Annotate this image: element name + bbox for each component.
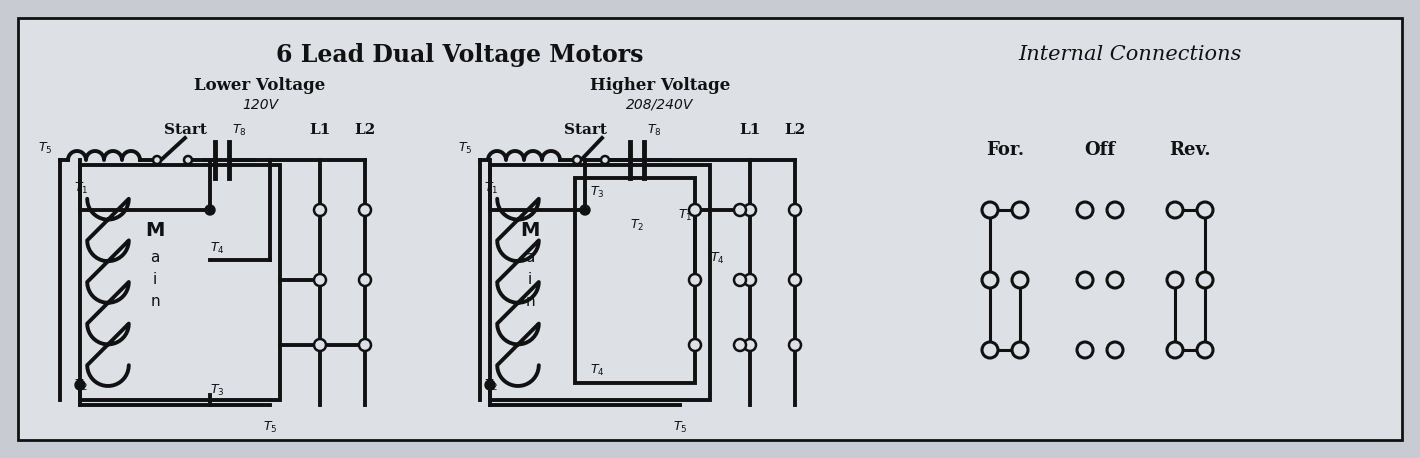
Circle shape <box>359 339 371 351</box>
Text: i: i <box>528 273 532 288</box>
Text: For.: For. <box>985 141 1024 159</box>
Text: $T_3$: $T_3$ <box>589 185 605 200</box>
Circle shape <box>579 205 589 215</box>
Circle shape <box>486 380 496 390</box>
Text: 120V: 120V <box>241 98 278 112</box>
Circle shape <box>744 339 755 351</box>
Text: $T_8$: $T_8$ <box>231 123 247 138</box>
Circle shape <box>314 204 327 216</box>
Circle shape <box>1167 272 1183 288</box>
Bar <box>490 165 710 400</box>
Text: a: a <box>525 251 535 266</box>
Circle shape <box>734 274 746 286</box>
Text: Higher Voltage: Higher Voltage <box>589 76 730 93</box>
Circle shape <box>1012 272 1028 288</box>
Circle shape <box>983 272 998 288</box>
Circle shape <box>75 380 85 390</box>
Text: a: a <box>151 251 159 266</box>
Text: $T_4$: $T_4$ <box>210 240 224 256</box>
Text: L2: L2 <box>784 123 805 137</box>
Text: $T_1$: $T_1$ <box>484 180 498 196</box>
Text: Start: Start <box>564 123 606 137</box>
Circle shape <box>185 156 192 164</box>
Text: Off: Off <box>1085 141 1116 159</box>
Circle shape <box>734 204 746 216</box>
Circle shape <box>574 156 581 164</box>
Text: 208/240V: 208/240V <box>626 98 694 112</box>
Bar <box>80 165 280 400</box>
Text: n: n <box>151 294 160 310</box>
Text: n: n <box>525 294 535 310</box>
Text: $T_2$: $T_2$ <box>74 377 88 393</box>
Circle shape <box>689 339 701 351</box>
Text: $T_2$: $T_2$ <box>484 377 498 393</box>
Text: $T_1$: $T_1$ <box>74 180 88 196</box>
Text: Rev.: Rev. <box>1169 141 1211 159</box>
Circle shape <box>689 274 701 286</box>
Circle shape <box>204 205 214 215</box>
Bar <box>575 178 694 383</box>
Circle shape <box>744 204 755 216</box>
Circle shape <box>1012 202 1028 218</box>
Circle shape <box>314 274 327 286</box>
Text: $T_1$: $T_1$ <box>677 207 693 223</box>
Text: $T_5$: $T_5$ <box>457 141 471 156</box>
Text: $T_4$: $T_4$ <box>589 362 605 377</box>
Text: $T_5$: $T_5$ <box>37 141 53 156</box>
Circle shape <box>790 274 801 286</box>
Text: $T_2$: $T_2$ <box>630 218 645 233</box>
Text: $T_3$: $T_3$ <box>210 382 224 398</box>
Circle shape <box>1108 342 1123 358</box>
Circle shape <box>734 339 746 351</box>
Circle shape <box>983 202 998 218</box>
Circle shape <box>1167 342 1183 358</box>
Circle shape <box>1108 272 1123 288</box>
Text: $T_8$: $T_8$ <box>648 123 662 138</box>
Text: Lower Voltage: Lower Voltage <box>195 76 325 93</box>
Circle shape <box>1167 202 1183 218</box>
Circle shape <box>1076 202 1093 218</box>
Text: L2: L2 <box>355 123 376 137</box>
Circle shape <box>601 156 609 164</box>
Circle shape <box>790 204 801 216</box>
Circle shape <box>1197 342 1213 358</box>
Circle shape <box>1197 272 1213 288</box>
Text: L1: L1 <box>740 123 761 137</box>
Circle shape <box>744 274 755 286</box>
Circle shape <box>1076 342 1093 358</box>
Circle shape <box>983 342 998 358</box>
Text: $T_4$: $T_4$ <box>710 251 724 266</box>
Text: Start: Start <box>163 123 206 137</box>
Circle shape <box>359 204 371 216</box>
Circle shape <box>153 156 160 164</box>
Text: 6 Lead Dual Voltage Motors: 6 Lead Dual Voltage Motors <box>277 43 643 67</box>
Text: $T_5$: $T_5$ <box>263 420 277 435</box>
Circle shape <box>1108 202 1123 218</box>
Text: i: i <box>153 273 158 288</box>
Text: Internal Connections: Internal Connections <box>1018 45 1241 65</box>
Text: L1: L1 <box>310 123 331 137</box>
Circle shape <box>1197 202 1213 218</box>
Circle shape <box>790 339 801 351</box>
Circle shape <box>1012 342 1028 358</box>
Circle shape <box>314 339 327 351</box>
Circle shape <box>359 274 371 286</box>
Text: M: M <box>145 220 165 240</box>
Circle shape <box>1076 272 1093 288</box>
Text: M: M <box>520 220 540 240</box>
Circle shape <box>689 204 701 216</box>
Text: $T_5$: $T_5$ <box>673 420 687 435</box>
